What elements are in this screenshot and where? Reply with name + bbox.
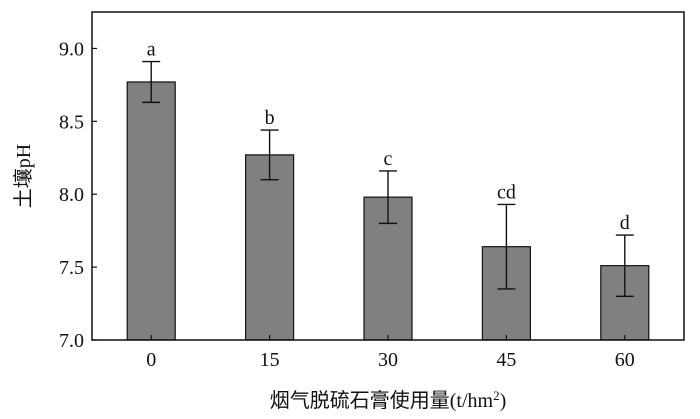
- error-bar-30: [379, 170, 397, 225]
- x-tick-label-0: 0: [146, 349, 156, 371]
- bar-15: [245, 154, 295, 341]
- x-tick-label-60: 60: [615, 349, 635, 371]
- bar-0: [126, 81, 176, 341]
- x-axis-label-main: 烟气脱硫石膏使用量(t/hm: [270, 389, 494, 412]
- x-axis-label: 烟气脱硫石膏使用量(t/hm2): [270, 388, 507, 413]
- x-axis-label-superscript: 2: [493, 388, 500, 403]
- significance-labels-layer: a b c cd d: [147, 39, 630, 234]
- y-axis-label: 土壤pH: [12, 144, 35, 208]
- y-tick-label-8.0: 8.0: [59, 184, 84, 206]
- significance-label-30: c: [384, 148, 393, 170]
- error-bar-45: [497, 203, 516, 290]
- x-tick-label-30: 30: [378, 349, 398, 371]
- plot-frame: [91, 11, 685, 341]
- significance-label-60: d: [620, 212, 630, 234]
- y-tick-label-8.5: 8.5: [59, 111, 84, 133]
- error-bar-0: [142, 60, 161, 104]
- x-axis-label-close: ): [500, 390, 507, 412]
- y-axis-ticks: 7.0 7.5 8.0 8.5 9.0: [59, 38, 97, 352]
- y-tick-label-9.0: 9.0: [59, 38, 84, 60]
- x-axis-ticks: 0 15 30 45 60: [146, 335, 635, 371]
- y-tick-label-7.5: 7.5: [59, 257, 84, 279]
- error-bar-15: [260, 129, 279, 181]
- bar-45: [481, 246, 531, 341]
- y-tick-label-7.0: 7.0: [59, 330, 84, 352]
- significance-label-0: a: [147, 39, 156, 61]
- x-tick-label-15: 15: [260, 349, 280, 371]
- error-bar-60: [615, 234, 634, 297]
- significance-label-45: cd: [497, 181, 516, 203]
- x-tick-label-45: 45: [496, 349, 516, 371]
- significance-label-15: b: [265, 107, 275, 129]
- error-bars-layer: [142, 60, 634, 297]
